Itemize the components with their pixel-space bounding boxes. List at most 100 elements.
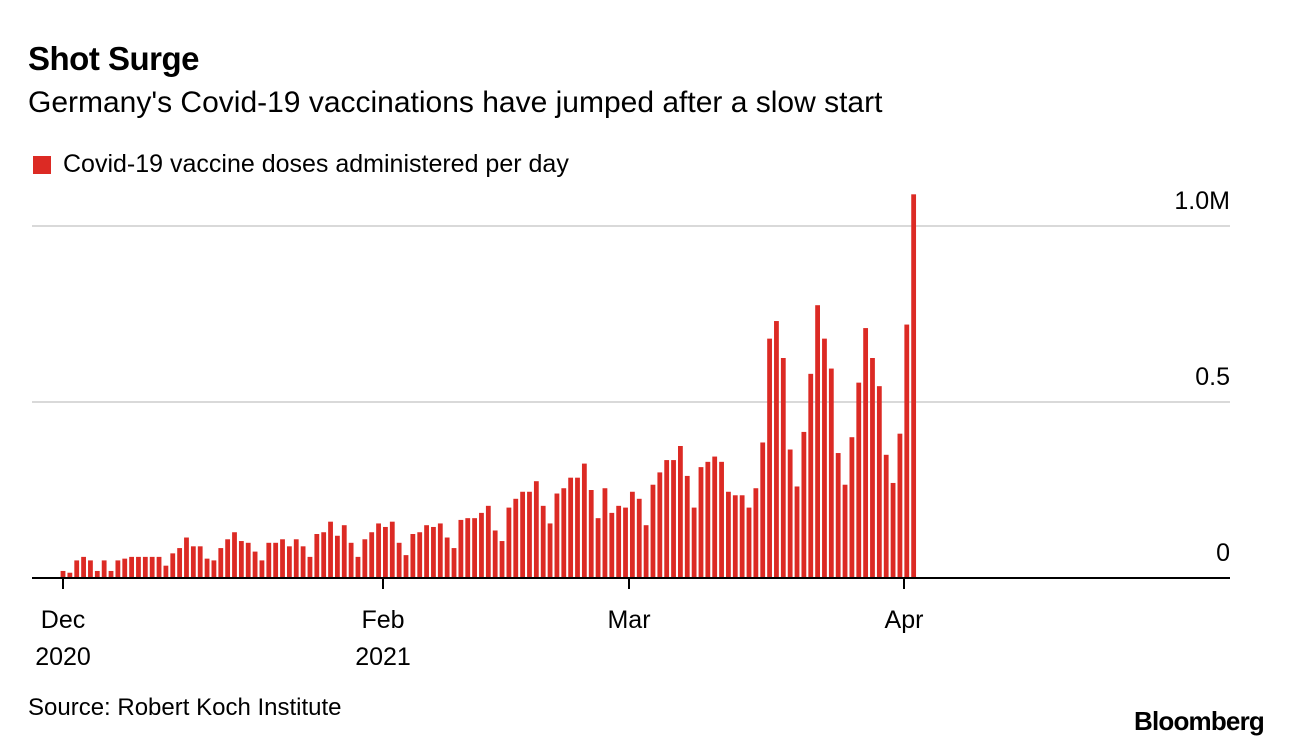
bar xyxy=(568,477,574,578)
bar xyxy=(465,518,471,578)
bar xyxy=(190,546,196,578)
bar xyxy=(780,358,786,578)
bar xyxy=(849,437,855,578)
bar xyxy=(136,556,141,578)
bar xyxy=(602,488,608,578)
bar xyxy=(67,572,73,578)
bar xyxy=(609,512,615,578)
bar xyxy=(904,324,910,578)
bar xyxy=(177,548,183,578)
bar xyxy=(266,542,272,578)
bar xyxy=(616,505,622,578)
bar xyxy=(341,525,347,578)
bar xyxy=(149,556,155,578)
x-tick-year-label: 2020 xyxy=(35,643,91,671)
bar xyxy=(691,507,697,578)
bar xyxy=(712,456,718,578)
y-tick-label: 0 xyxy=(1216,539,1230,567)
bar xyxy=(678,446,683,578)
bar xyxy=(300,546,306,578)
bar xyxy=(623,507,628,578)
bar xyxy=(197,546,203,578)
bar xyxy=(732,495,738,578)
bar xyxy=(458,519,464,578)
bar xyxy=(643,525,649,578)
bar xyxy=(431,526,436,578)
bar xyxy=(122,558,128,578)
bar xyxy=(911,194,917,578)
bar xyxy=(513,498,519,578)
bar xyxy=(554,493,560,578)
bar xyxy=(417,532,423,578)
bar xyxy=(218,548,224,578)
bar xyxy=(108,570,114,578)
bar xyxy=(890,482,896,578)
bar xyxy=(424,525,429,578)
bar xyxy=(835,453,841,578)
bar xyxy=(232,532,237,578)
bar xyxy=(705,461,711,578)
bar xyxy=(698,467,704,578)
bar xyxy=(410,534,416,578)
bar xyxy=(348,542,354,578)
bar xyxy=(664,460,670,578)
bar xyxy=(376,523,381,578)
bar xyxy=(808,373,814,578)
bar xyxy=(355,556,361,578)
bar xyxy=(657,472,663,578)
bar xyxy=(746,507,752,578)
bar xyxy=(293,539,299,578)
bar xyxy=(801,431,807,578)
bar xyxy=(170,553,176,578)
bar xyxy=(362,539,368,578)
bar xyxy=(479,512,484,578)
bar xyxy=(787,449,793,578)
x-tick-year-label: 2021 xyxy=(355,643,411,671)
bar xyxy=(321,532,327,578)
bar xyxy=(719,461,724,578)
bar xyxy=(245,542,251,578)
bar xyxy=(238,541,244,578)
chart-subtitle: Germany's Covid-19 vaccinations have jum… xyxy=(28,86,883,119)
bloomberg-logo: Bloomberg xyxy=(1133,706,1265,736)
bar xyxy=(547,523,553,578)
bar xyxy=(280,539,285,578)
x-tick-label: Apr xyxy=(885,606,924,634)
bar xyxy=(101,560,107,578)
bar xyxy=(259,560,265,578)
bar xyxy=(156,556,162,578)
bar xyxy=(595,518,601,578)
bar xyxy=(314,534,320,578)
bar xyxy=(184,537,189,578)
bar xyxy=(396,542,402,578)
bar xyxy=(74,560,80,578)
bar xyxy=(369,532,375,578)
legend-swatch xyxy=(33,155,51,174)
bar xyxy=(129,556,134,578)
bar xyxy=(760,442,766,578)
bar xyxy=(60,570,66,578)
bar xyxy=(211,560,217,578)
bar xyxy=(307,556,313,578)
legend-label: Covid-19 vaccine doses administered per … xyxy=(63,150,569,178)
bar xyxy=(726,491,731,578)
bar xyxy=(588,490,594,578)
bar xyxy=(389,521,395,578)
bar xyxy=(437,523,443,578)
bar xyxy=(540,505,546,578)
y-tick-label: 1.0M xyxy=(1174,187,1230,215)
bar xyxy=(629,491,635,578)
bar xyxy=(876,386,882,578)
bar xyxy=(815,305,820,578)
bar xyxy=(767,338,772,578)
bar xyxy=(273,542,279,578)
bar xyxy=(335,535,340,578)
bar xyxy=(774,321,779,578)
bar xyxy=(163,565,169,578)
x-tick-label: Feb xyxy=(361,606,404,634)
gridlines xyxy=(32,225,1230,403)
bar xyxy=(328,521,333,578)
bar xyxy=(636,498,642,578)
chart-title: Shot Surge xyxy=(28,40,200,77)
